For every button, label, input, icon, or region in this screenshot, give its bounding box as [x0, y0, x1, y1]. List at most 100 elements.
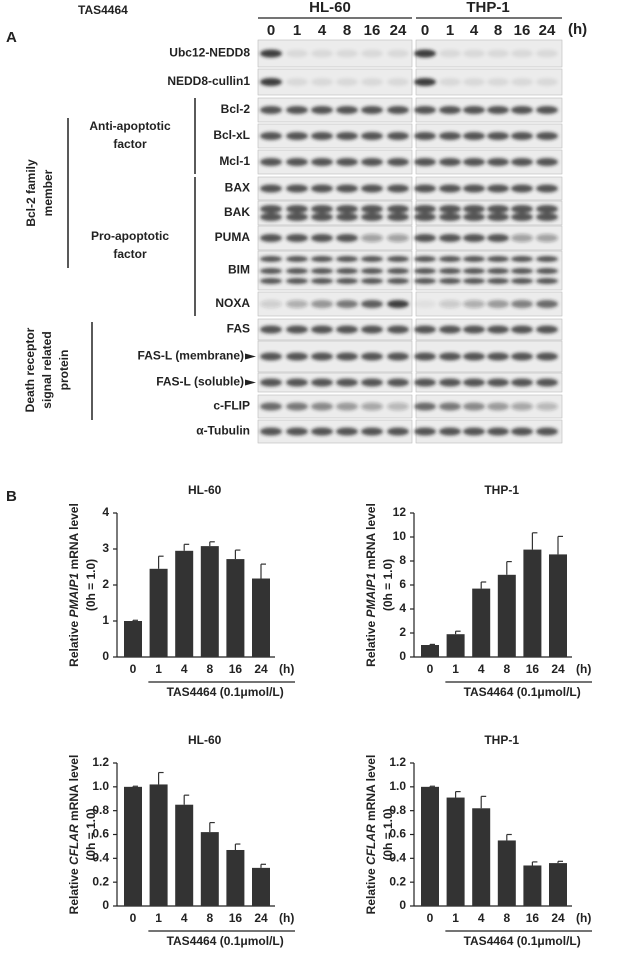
band — [286, 205, 308, 213]
bar — [175, 804, 194, 906]
band — [387, 325, 409, 334]
band — [414, 300, 436, 308]
x-tick-label: 8 — [206, 662, 213, 676]
band — [336, 378, 358, 387]
band — [286, 49, 308, 58]
band — [311, 402, 333, 411]
band — [511, 268, 533, 274]
blot-background — [257, 68, 413, 96]
treatment-label: TAS4464 — [78, 3, 128, 17]
band — [361, 106, 383, 114]
y-axis-label-part: Relative — [364, 865, 378, 914]
row-label: PUMA — [215, 230, 251, 244]
band — [336, 234, 358, 242]
band — [361, 78, 383, 86]
band — [463, 325, 485, 334]
band — [511, 78, 533, 86]
panel-label: B — [6, 488, 17, 505]
band — [260, 234, 282, 242]
band — [286, 184, 308, 193]
band — [463, 205, 485, 213]
y-tick-label: 1 — [102, 613, 109, 627]
x-tick-label: 8 — [206, 911, 213, 925]
blot-bands — [414, 106, 558, 114]
band — [414, 205, 436, 213]
blot-bands — [414, 132, 558, 140]
y-tick-label: 2 — [399, 625, 406, 639]
band — [536, 78, 558, 86]
bar — [446, 797, 465, 906]
band — [361, 300, 383, 308]
band — [414, 278, 436, 284]
band — [487, 278, 509, 284]
band — [536, 184, 558, 193]
band — [286, 213, 308, 221]
band — [387, 268, 409, 274]
band — [387, 402, 409, 411]
band — [439, 427, 461, 436]
band — [286, 106, 308, 114]
bar — [549, 863, 567, 906]
band — [311, 427, 333, 436]
blot-bands — [260, 158, 409, 166]
band — [439, 213, 461, 221]
x-unit: (h) — [279, 911, 294, 925]
band — [511, 106, 533, 114]
band — [487, 378, 509, 387]
band — [536, 325, 558, 334]
band — [286, 325, 308, 334]
y-axis-label-part: CFLAR — [364, 824, 378, 865]
band — [260, 300, 282, 308]
y-axis-label: Relative CFLAR mRNA level — [364, 755, 378, 915]
bar — [497, 840, 516, 906]
blot-background — [257, 225, 413, 251]
blot-bands — [414, 325, 558, 334]
y-axis-label-part: PMAIP1 — [67, 572, 81, 617]
band — [336, 132, 358, 140]
band — [286, 278, 308, 284]
blot-bands — [414, 256, 558, 284]
arrowhead — [245, 379, 256, 386]
band — [439, 184, 461, 193]
row-label: Bcl-xL — [213, 128, 250, 142]
band — [286, 158, 308, 166]
band — [260, 402, 282, 411]
band — [463, 213, 485, 221]
band — [361, 268, 383, 274]
band — [361, 278, 383, 284]
bar — [497, 574, 516, 657]
band — [536, 256, 558, 262]
blot-background — [257, 250, 413, 291]
band — [487, 132, 509, 140]
band — [361, 378, 383, 387]
blot-bands — [414, 352, 558, 361]
band — [387, 300, 409, 308]
row-label: FAS-L (membrane) — [138, 349, 244, 363]
blot-bands — [260, 49, 409, 58]
band — [336, 213, 358, 221]
band — [439, 402, 461, 411]
blot-bands — [414, 49, 558, 58]
band — [387, 213, 409, 221]
band — [311, 78, 333, 86]
bar — [124, 621, 142, 657]
bar — [472, 808, 491, 906]
bar — [149, 568, 168, 657]
band — [487, 184, 509, 193]
band — [439, 158, 461, 166]
group-label: member — [41, 169, 55, 216]
band — [336, 352, 358, 361]
blot-bands — [260, 234, 409, 242]
band — [336, 278, 358, 284]
group-label: signal related — [40, 331, 54, 408]
band — [260, 158, 282, 166]
band — [414, 49, 436, 58]
x-unit: (h) — [576, 911, 591, 925]
band — [439, 325, 461, 334]
band — [463, 234, 485, 242]
blot-bands — [414, 78, 558, 86]
x-tick-label: 24 — [551, 662, 565, 676]
blot-bands — [260, 325, 409, 334]
bar — [446, 634, 465, 657]
